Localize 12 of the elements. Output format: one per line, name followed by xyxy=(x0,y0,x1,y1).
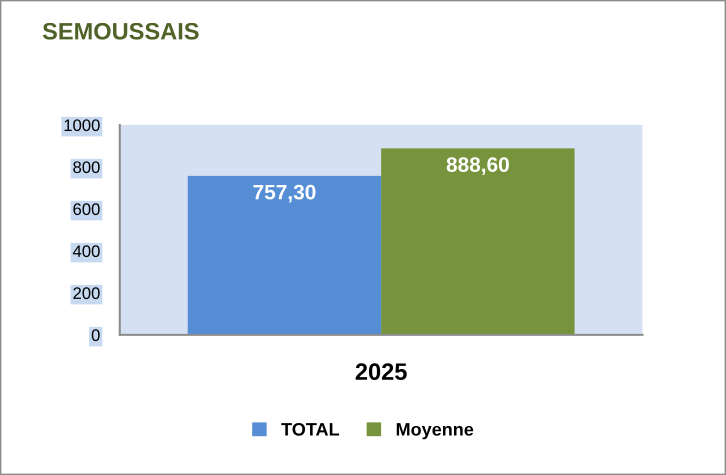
y-tick-label: 600 xyxy=(73,203,100,216)
legend-label: Moyenne xyxy=(396,423,474,440)
y-tick-label: 400 xyxy=(72,245,100,258)
y-tick-label: 0 xyxy=(92,329,100,342)
y-tick-label: 1000 xyxy=(64,119,100,132)
chart-title: SEMOUSSAIS xyxy=(42,22,199,40)
x-tick-label: 2025 xyxy=(356,363,407,380)
legend-label: TOTAL xyxy=(281,422,340,436)
y-tick-label: 800 xyxy=(73,161,100,174)
data-label: 888,60 xyxy=(446,157,509,175)
y-tick-label: 200 xyxy=(73,287,100,300)
data-label: 757,30 xyxy=(253,184,316,203)
